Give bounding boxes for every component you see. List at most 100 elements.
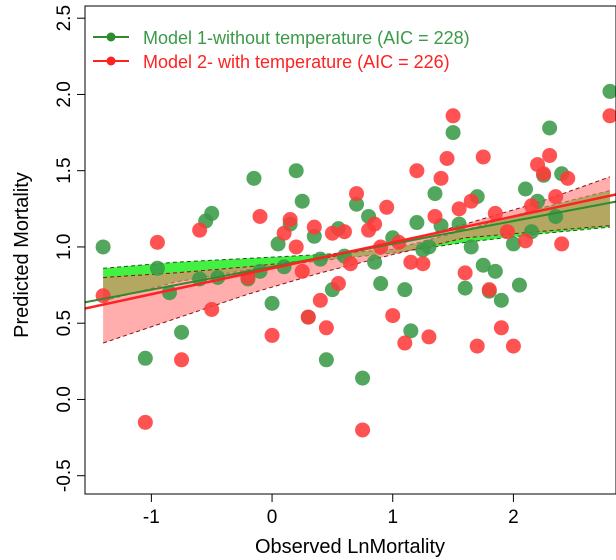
data-point-model-2	[602, 108, 616, 124]
data-point-model-1	[373, 276, 389, 292]
data-point-model-1	[457, 280, 473, 296]
data-point-model-2	[385, 308, 401, 324]
data-point-model-2	[457, 265, 473, 281]
data-point-model-2	[524, 198, 540, 214]
data-point-model-1	[403, 323, 419, 339]
legend-marker-model-2	[106, 56, 116, 66]
y-tick-label: 0.5	[54, 310, 75, 336]
data-point-model-2	[499, 224, 515, 240]
y-axis: -0.5 0.0 0.5 1.0 1.5 2.0 2.5	[54, 5, 86, 492]
legend-entry-model-1: Model 1-without temperature (AIC = 228)	[93, 28, 470, 48]
data-point-model-1	[463, 239, 479, 255]
data-point-model-2	[548, 189, 564, 205]
y-tick-label: 2.5	[54, 5, 75, 31]
data-point-model-2	[409, 163, 425, 179]
fit-lines	[85, 193, 616, 310]
data-point-model-1	[288, 163, 304, 179]
data-point-model-2	[204, 301, 220, 317]
x-tick-label: -1	[143, 507, 160, 528]
data-point-model-1	[397, 282, 413, 298]
x-tick-label: 2	[508, 507, 519, 528]
data-point-model-1	[505, 236, 521, 252]
x-tick-label: 0	[267, 507, 278, 528]
data-point-model-2	[445, 108, 461, 124]
data-point-model-2	[343, 256, 358, 272]
data-point-model-2	[487, 205, 503, 221]
data-point-model-2	[276, 225, 292, 241]
y-axis-label: Predicted Mortality	[11, 172, 33, 338]
data-point-model-1	[137, 350, 153, 366]
data-point-model-2	[542, 147, 558, 163]
plot-frame	[84, 5, 616, 495]
data-point-model-2	[349, 186, 365, 202]
data-point-model-2	[475, 149, 491, 165]
data-point-model-1	[294, 193, 310, 209]
y-tick-label: -0.5	[54, 459, 75, 492]
data-point-model-2	[367, 216, 383, 232]
data-point-model-2	[505, 338, 521, 354]
data-point-model-1	[445, 125, 461, 141]
legend-marker-model-1	[106, 32, 116, 42]
data-point-model-2	[451, 201, 467, 217]
data-point-model-2	[517, 233, 533, 249]
data-point-model-1	[475, 257, 491, 273]
x-axis: -1 0 1 2	[143, 493, 519, 528]
x-tick-label: 1	[387, 507, 398, 528]
data-point-model-2	[288, 239, 304, 255]
data-point-model-2	[324, 225, 340, 241]
data-point-model-2	[481, 282, 497, 298]
data-point-model-2	[554, 236, 570, 252]
legend-label-model-1: Model 1-without temperature (AIC = 228)	[143, 28, 470, 48]
data-point-model-1	[511, 277, 527, 293]
data-point-model-1	[487, 263, 503, 279]
data-point-model-2	[306, 219, 322, 235]
legend-entry-model-2: Model 2- with temperature (AIC = 226)	[93, 52, 450, 72]
data-point-model-2	[336, 224, 352, 240]
data-point-model-1	[95, 239, 111, 255]
data-point-model-1	[264, 295, 280, 311]
data-point-model-2	[137, 414, 153, 430]
data-point-model-1	[174, 324, 190, 340]
data-point-model-1	[367, 254, 383, 270]
data-point-model-2	[330, 276, 346, 292]
data-point-model-2	[560, 170, 576, 186]
data-point-model-2	[174, 352, 190, 368]
data-point-model-1	[421, 239, 437, 255]
data-point-model-2	[318, 320, 334, 336]
data-point-model-1	[149, 260, 165, 276]
data-point-model-2	[95, 288, 111, 304]
data-point-model-2	[403, 254, 419, 270]
data-point-model-2	[469, 338, 485, 354]
data-point-model-1	[349, 196, 365, 212]
data-point-model-2	[355, 422, 371, 438]
data-points	[95, 83, 616, 438]
data-point-model-1	[318, 352, 334, 368]
legend-label-model-2: Model 2- with temperature (AIC = 226)	[143, 52, 450, 72]
data-point-model-2	[282, 212, 298, 227]
data-point-model-2	[192, 222, 208, 238]
data-point-model-2	[300, 309, 316, 325]
data-point-model-2	[439, 151, 455, 166]
data-point-model-2	[415, 256, 431, 272]
data-point-model-2	[427, 208, 443, 224]
data-point-model-1	[602, 83, 616, 99]
data-point-model-2	[294, 263, 310, 279]
data-point-model-1	[427, 186, 443, 202]
legend: Model 1-without temperature (AIC = 228) …	[93, 28, 470, 72]
y-tick-label: 1.5	[54, 157, 75, 183]
data-point-model-2	[397, 335, 413, 351]
data-point-model-2	[421, 329, 437, 345]
data-point-model-2	[463, 193, 479, 209]
data-point-model-2	[252, 208, 268, 224]
x-axis-label: Observed LnMortality	[255, 536, 445, 558]
data-point-model-2	[312, 292, 328, 308]
y-tick-label: 0.0	[54, 386, 75, 412]
fit-line-model-2	[85, 193, 616, 310]
data-point-model-1	[542, 120, 558, 136]
data-point-model-1	[493, 292, 509, 308]
data-point-model-2	[433, 170, 449, 186]
y-tick-label: 1.0	[54, 234, 75, 260]
data-point-model-1	[517, 181, 533, 197]
data-point-model-1	[355, 370, 371, 386]
data-point-model-2	[536, 166, 552, 182]
